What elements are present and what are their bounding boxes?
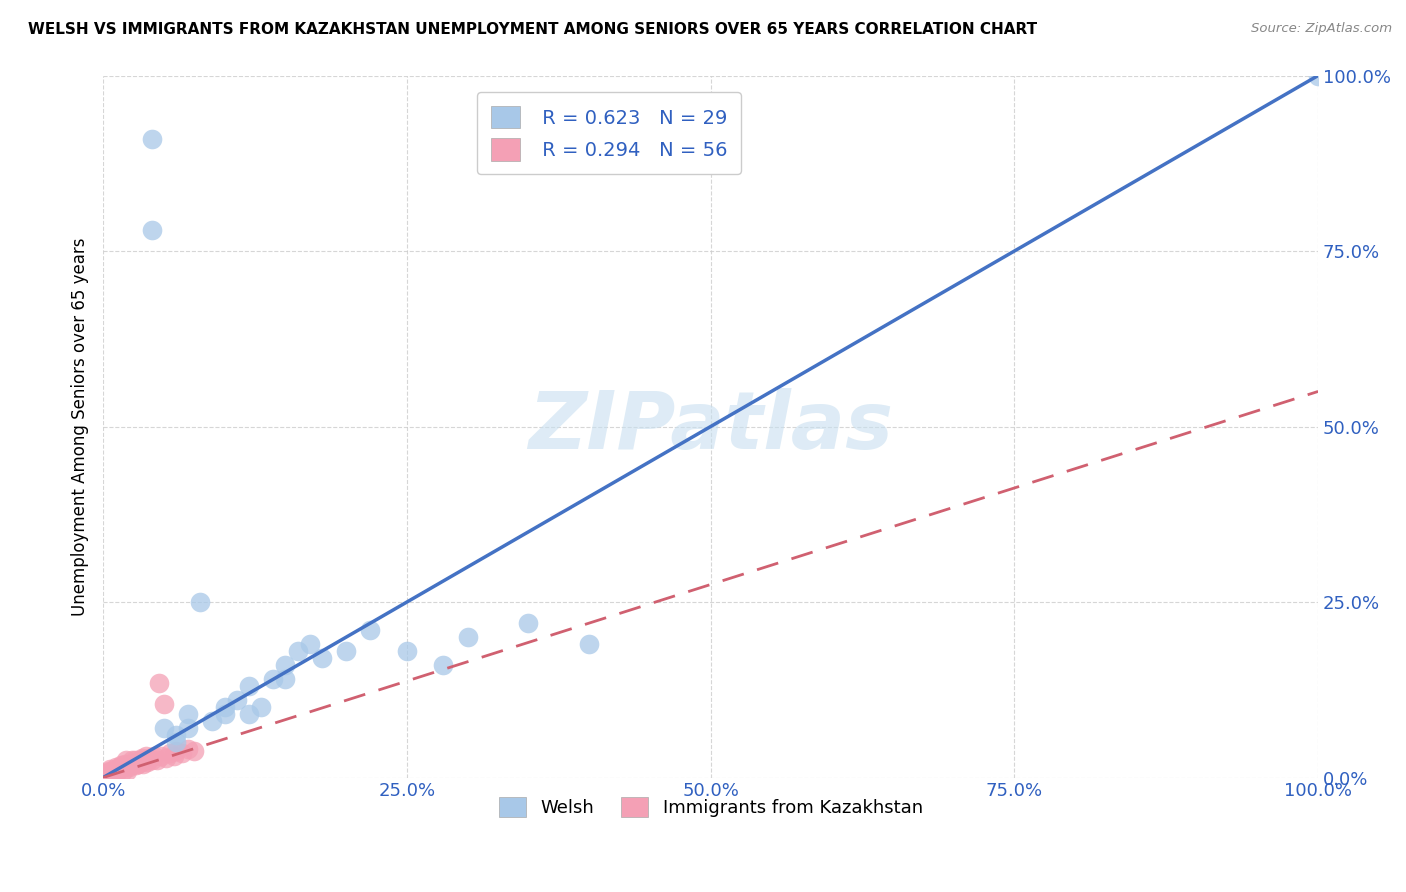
Point <box>457 630 479 644</box>
Point <box>117 760 139 774</box>
Point <box>128 753 150 767</box>
Point <box>177 707 200 722</box>
Point <box>104 762 127 776</box>
Point <box>101 766 124 780</box>
Text: WELSH VS IMMIGRANTS FROM KAZAKHSTAN UNEMPLOYMENT AMONG SENIORS OVER 65 YEARS COR: WELSH VS IMMIGRANTS FROM KAZAKHSTAN UNEM… <box>28 22 1038 37</box>
Point <box>103 764 125 779</box>
Point <box>143 749 166 764</box>
Point <box>517 616 540 631</box>
Point <box>359 623 381 637</box>
Y-axis label: Unemployment Among Seniors over 65 years: Unemployment Among Seniors over 65 years <box>72 237 89 615</box>
Point <box>124 753 146 767</box>
Text: Source: ZipAtlas.com: Source: ZipAtlas.com <box>1251 22 1392 36</box>
Point <box>96 768 118 782</box>
Point <box>122 756 145 771</box>
Point <box>108 760 131 774</box>
Point <box>311 651 333 665</box>
Point <box>225 693 247 707</box>
Point <box>107 764 129 778</box>
Point <box>96 767 118 781</box>
Point <box>432 658 454 673</box>
Point <box>155 751 177 765</box>
Point <box>183 744 205 758</box>
Point <box>214 700 236 714</box>
Point <box>141 753 163 767</box>
Point <box>188 595 211 609</box>
Point <box>238 707 260 722</box>
Point <box>201 714 224 729</box>
Point <box>150 749 173 764</box>
Point <box>135 749 157 764</box>
Point <box>100 768 122 782</box>
Point <box>250 700 273 714</box>
Point <box>172 746 194 760</box>
Text: ZIPatlas: ZIPatlas <box>529 387 893 466</box>
Point <box>274 658 297 673</box>
Point <box>114 756 136 771</box>
Point <box>115 753 138 767</box>
Point <box>177 742 200 756</box>
Point <box>287 644 309 658</box>
Point <box>105 760 128 774</box>
Point <box>148 675 170 690</box>
Point <box>110 758 132 772</box>
Point <box>141 131 163 145</box>
Point <box>112 760 135 774</box>
Point <box>131 751 153 765</box>
Point <box>121 753 143 767</box>
Point <box>162 749 184 764</box>
Point <box>100 762 122 776</box>
Point <box>153 722 176 736</box>
Point <box>97 765 120 780</box>
Point <box>159 746 181 760</box>
Point <box>111 764 134 778</box>
Point <box>104 764 127 778</box>
Point <box>138 751 160 765</box>
Point <box>298 637 321 651</box>
Point <box>93 770 115 784</box>
Point <box>98 764 121 778</box>
Point <box>97 766 120 780</box>
Point <box>129 755 152 769</box>
Point <box>335 644 357 658</box>
Point <box>98 764 121 779</box>
Point <box>135 755 157 769</box>
Point <box>214 707 236 722</box>
Point <box>108 762 131 776</box>
Point <box>578 637 600 651</box>
Point <box>120 756 142 771</box>
Point <box>125 758 148 772</box>
Point <box>165 728 187 742</box>
Point <box>132 756 155 771</box>
Point <box>274 673 297 687</box>
Point <box>153 697 176 711</box>
Point <box>127 755 149 769</box>
Point <box>117 764 139 778</box>
Point <box>395 644 418 658</box>
Point <box>134 753 156 767</box>
Point <box>136 753 159 767</box>
Point <box>141 223 163 237</box>
Point <box>1308 69 1330 83</box>
Point <box>165 735 187 749</box>
Point <box>93 768 115 782</box>
Legend: Welsh, Immigrants from Kazakhstan: Welsh, Immigrants from Kazakhstan <box>492 789 929 825</box>
Point <box>165 744 187 758</box>
Point <box>238 679 260 693</box>
Point <box>93 769 115 783</box>
Point <box>177 722 200 736</box>
Point <box>145 753 167 767</box>
Point <box>118 758 141 772</box>
Point <box>127 756 149 771</box>
Point <box>262 673 284 687</box>
